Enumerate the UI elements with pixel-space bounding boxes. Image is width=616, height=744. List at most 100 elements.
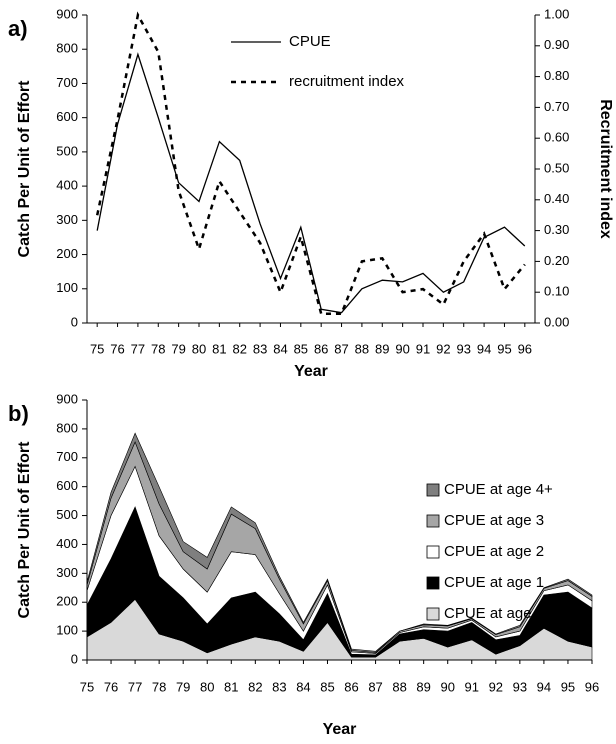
y2-tick-label: 0.90 bbox=[544, 37, 569, 52]
panel-label: a) bbox=[8, 16, 28, 41]
x-tick-label: 77 bbox=[131, 341, 145, 356]
y2-tick-label: 0.80 bbox=[544, 68, 569, 83]
x-tick-label: 84 bbox=[296, 679, 310, 694]
legend-label: CPUE at age 3 bbox=[444, 512, 544, 529]
x-tick-label: 96 bbox=[518, 341, 532, 356]
x-tick-label: 88 bbox=[392, 679, 406, 694]
x-tick-label: 75 bbox=[80, 679, 94, 694]
y-tick-label: 800 bbox=[56, 41, 78, 56]
y-tick-label: 900 bbox=[56, 391, 78, 406]
x-tick-label: 88 bbox=[355, 341, 369, 356]
x-tick-label: 83 bbox=[253, 341, 267, 356]
x-tick-label: 94 bbox=[477, 341, 491, 356]
x-tick-label: 93 bbox=[456, 341, 470, 356]
x-tick-label: 75 bbox=[90, 341, 104, 356]
y2-tick-label: 0.40 bbox=[544, 191, 569, 206]
x-tick-label: 89 bbox=[416, 679, 430, 694]
y-axis-title: Catch Per Unit of Effort bbox=[16, 441, 33, 619]
x-tick-label: 86 bbox=[314, 341, 328, 356]
legend-label: CPUE at age 4+ bbox=[444, 481, 553, 498]
y-tick-label: 300 bbox=[56, 212, 78, 227]
x-tick-label: 93 bbox=[513, 679, 527, 694]
y2-tick-label: 0.70 bbox=[544, 99, 569, 114]
x-tick-label: 83 bbox=[272, 679, 286, 694]
y2-tick-label: 0.30 bbox=[544, 222, 569, 237]
y-tick-label: 400 bbox=[56, 536, 78, 551]
x-tick-label: 96 bbox=[585, 679, 599, 694]
x-tick-label: 82 bbox=[248, 679, 262, 694]
x-tick-label: 81 bbox=[224, 679, 238, 694]
x-tick-label: 76 bbox=[104, 679, 118, 694]
x-tick-label: 95 bbox=[497, 341, 511, 356]
series-line bbox=[95, 11, 526, 316]
y-tick-label: 800 bbox=[56, 420, 78, 435]
legend-swatch bbox=[426, 607, 440, 621]
x-tick-label: 92 bbox=[436, 341, 450, 356]
x-tick-label: 87 bbox=[368, 679, 382, 694]
x-tick-label: 80 bbox=[192, 341, 206, 356]
x-tick-label: 86 bbox=[344, 679, 358, 694]
x-tick-label: 79 bbox=[176, 679, 190, 694]
x-tick-label: 82 bbox=[232, 341, 246, 356]
legend: CPUE at age 4+ CPUE at age 3 CPUE at age 2… bbox=[426, 481, 553, 622]
y-tick-label: 200 bbox=[56, 246, 78, 261]
legend-swatch bbox=[426, 545, 440, 559]
y2-tick-label: 0.60 bbox=[544, 130, 569, 145]
y2-tick-label: 0.00 bbox=[544, 314, 569, 329]
legend: CPUE recruitment index bbox=[231, 33, 405, 90]
panel: 0 100 200 300 400 500 600 700 800 900 0.00 0.10 0.20… bbox=[8, 6, 614, 380]
panel-label: b) bbox=[8, 401, 29, 426]
y-tick-label: 600 bbox=[56, 478, 78, 493]
y2-tick-label: 0.20 bbox=[544, 253, 569, 268]
x-axis-title: Year bbox=[323, 721, 357, 738]
x-tick-label: 79 bbox=[171, 341, 185, 356]
x-tick-label: 90 bbox=[395, 341, 409, 356]
x-tick-label: 91 bbox=[416, 341, 430, 356]
x-tick-label: 78 bbox=[152, 679, 166, 694]
x-tick-label: 89 bbox=[375, 341, 389, 356]
x-tick-label: 85 bbox=[320, 679, 334, 694]
x-tick-label: 80 bbox=[200, 679, 214, 694]
x-tick-label: 77 bbox=[128, 679, 142, 694]
y-tick-label: 500 bbox=[56, 507, 78, 522]
x-tick-label: 94 bbox=[537, 679, 551, 694]
x-axis-title: Year bbox=[294, 363, 328, 380]
legend-label: recruitment index bbox=[289, 73, 405, 90]
y-tick-label: 500 bbox=[56, 143, 78, 158]
y-tick-label: 100 bbox=[56, 623, 78, 638]
y-tick-label: 0 bbox=[71, 651, 78, 666]
y2-axis-title: Recruitment index bbox=[597, 99, 614, 239]
x-tick-label: 84 bbox=[273, 341, 287, 356]
legend-swatch bbox=[426, 576, 440, 590]
legend-swatch bbox=[426, 514, 440, 528]
y2-tick-label: 0.50 bbox=[544, 160, 569, 175]
y2-tick-label: 0.10 bbox=[544, 284, 569, 299]
x-tick-label: 78 bbox=[151, 341, 165, 356]
y-tick-label: 100 bbox=[56, 280, 78, 295]
legend-label: CPUE at age 2 bbox=[444, 543, 544, 560]
x-tick-label: 91 bbox=[465, 679, 479, 694]
x-tick-label: 87 bbox=[334, 341, 348, 356]
y2-tick-label: 1.00 bbox=[544, 6, 569, 21]
x-tick-label: 76 bbox=[110, 341, 124, 356]
panel: 0 100 200 300 400 500 600 700 800 900 75 76 77 78 79 80… bbox=[8, 391, 599, 738]
y-tick-label: 300 bbox=[56, 565, 78, 580]
x-tick-label: 95 bbox=[561, 679, 575, 694]
series-line bbox=[96, 52, 526, 314]
y-tick-label: 900 bbox=[56, 6, 78, 21]
x-tick-label: 90 bbox=[440, 679, 454, 694]
x-tick-label: 85 bbox=[294, 341, 308, 356]
legend-label: CPUE at age 0 bbox=[444, 605, 544, 622]
y-axis-title: Catch Per Unit of Effort bbox=[16, 80, 33, 258]
x-tick-label: 92 bbox=[489, 679, 503, 694]
y-tick-label: 200 bbox=[56, 594, 78, 609]
y-tick-label: 0 bbox=[71, 314, 78, 329]
legend-label: CPUE at age 1 bbox=[444, 574, 544, 591]
y-tick-label: 400 bbox=[56, 178, 78, 193]
y-tick-label: 600 bbox=[56, 109, 78, 124]
y-tick-label: 700 bbox=[56, 75, 78, 90]
y-tick-label: 700 bbox=[56, 449, 78, 464]
legend-swatch bbox=[426, 483, 440, 497]
legend-label: CPUE bbox=[289, 33, 331, 50]
